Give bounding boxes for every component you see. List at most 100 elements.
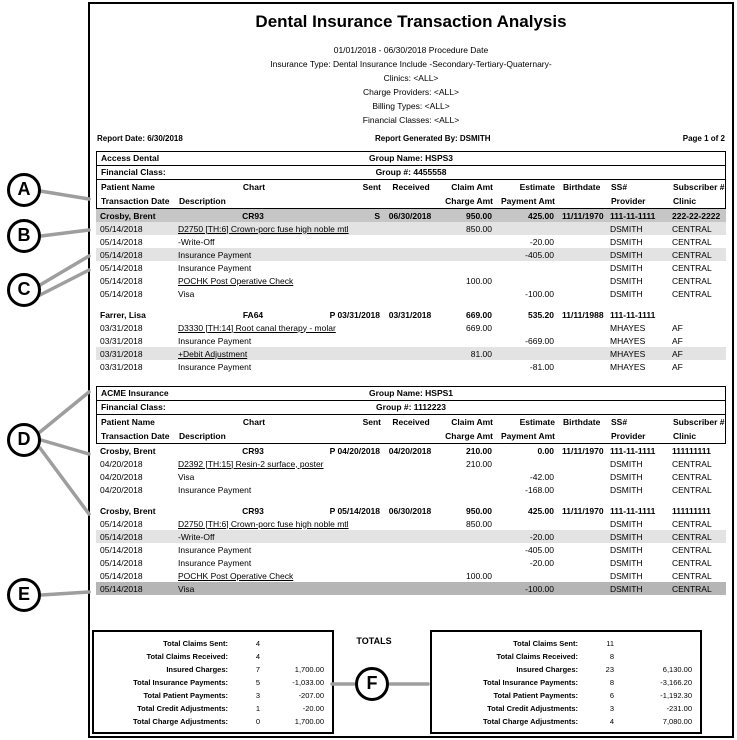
totals-row: Total Claims Sent: 11 [438, 637, 694, 650]
transaction-date: 05/14/2018 [100, 570, 143, 581]
totals-row: Total Claims Received: 4 [100, 650, 326, 663]
totals-row: Total Insurance Payments: 5 -1,033.00 [100, 676, 326, 689]
provider: DSMITH [610, 262, 643, 273]
ssn: 111-11-1111 [610, 210, 656, 221]
totals-label: Total Claims Sent: [513, 639, 578, 648]
totals-amount: -231.00 [666, 704, 692, 713]
charge-amount: 81.00 [470, 348, 492, 359]
totals-label: Total Charge Adjustments: [482, 717, 578, 726]
col-subheader-9: Clinic [673, 196, 697, 206]
birthdate: 11/11/1970 [562, 445, 604, 456]
totals-amount: -20.00 [302, 704, 324, 713]
totals-count: 0 [255, 717, 260, 726]
clinic: CENTRAL [672, 557, 712, 568]
column-header-row-2: Transaction Date Description Charge Amt Pay… [97, 429, 725, 443]
payment-amount: -42.00 [529, 471, 554, 482]
totals-label: Total Claims Received: [146, 652, 228, 661]
totals-count: 4 [255, 639, 260, 648]
parameter-clinics: Clinics: <ALL> [383, 73, 439, 83]
col-subheader-5: Charge Amt [445, 196, 493, 206]
transaction-row: 05/14/2018 -Write-Off -20.00 DSMITH CENTRAL [96, 235, 726, 248]
description: Insurance Payment [178, 557, 252, 568]
callout-d: D [7, 423, 41, 457]
ssn: 111-11-1111 [610, 505, 656, 516]
sent-status: P 03/31/2018 [329, 309, 380, 320]
sent-status: P 04/20/2018 [329, 445, 380, 456]
transaction-row: 03/31/2018 +Debit Adjustment 81.00 MHAYES AF [96, 347, 726, 360]
totals-label: Total Credit Adjustments: [137, 704, 228, 713]
transaction-row: 03/31/2018 D3330 [TH:14] Root canal thera… [96, 321, 726, 334]
col-subheader-2: Description [179, 431, 226, 441]
totals-count: 5 [255, 678, 260, 687]
column-header-row-1: Patient Name Chart Sent Received Claim Amt Es… [97, 180, 725, 194]
transaction-date: 04/20/2018 [100, 471, 143, 482]
col-header-9: Subscriber # [673, 182, 725, 192]
provider: DSMITH [610, 531, 643, 542]
transaction-date: 05/14/2018 [100, 544, 143, 555]
report-date: Report Date: 6/30/2018 [97, 134, 183, 143]
received-date: 06/30/2018 [388, 505, 432, 516]
col-header-6: Estimate [519, 182, 555, 192]
clinic: CENTRAL [672, 583, 712, 594]
col-header-6: Estimate [519, 417, 555, 427]
totals-row: Total Credit Adjustments: 1 -20.00 [100, 702, 326, 715]
provider: DSMITH [610, 223, 643, 234]
clinic: CENTRAL [672, 288, 712, 299]
transaction-row: 05/14/2018 POCHK Post Operative Check 100.… [96, 274, 726, 287]
transaction-date: 05/14/2018 [100, 249, 143, 260]
description: Insurance Payment [178, 262, 252, 273]
clinic: CENTRAL [672, 544, 712, 555]
col-header-3: Sent [362, 417, 381, 427]
totals-amount: 1,700.00 [294, 665, 324, 674]
col-subheader-8: Provider [611, 431, 646, 441]
totals-label: Total Insurance Payments: [133, 678, 228, 687]
estimate-amount: 535.20 [528, 309, 554, 320]
provider: DSMITH [610, 544, 643, 555]
col-subheader-6: Payment Amt [500, 431, 555, 441]
provider: MHAYES [610, 348, 646, 359]
col-header-2: Chart [242, 182, 266, 192]
provider: DSMITH [610, 471, 643, 482]
report-sections: Access Dental Group Name: HSPS3 Financial … [90, 151, 732, 595]
totals-row: Total Charge Adjustments: 4 7,080.00 [438, 715, 694, 728]
col-header-2: Chart [242, 417, 266, 427]
totals-row: Total Claims Received: 8 [438, 650, 694, 663]
payment-amount: -20.00 [529, 531, 554, 542]
page-number: Page 1 of 2 [682, 134, 725, 143]
transaction-row: 03/31/2018 Insurance Payment -669.00 MHAYES… [96, 334, 726, 347]
estimate-amount: 425.00 [528, 505, 554, 516]
section-header: ACME Insurance Group Name: HSPS1 Financial… [96, 386, 726, 444]
clinic: CENTRAL [672, 249, 712, 260]
chart-number: CR93 [242, 210, 264, 221]
connector-b [39, 228, 91, 238]
totals-label: Total Charge Adjustments: [132, 717, 228, 726]
claim-amount: 669.00 [466, 309, 492, 320]
col-header-1: Patient Name [101, 417, 155, 427]
transaction-date: 03/31/2018 [100, 348, 143, 359]
callout-c: C [7, 273, 41, 307]
description: D3330 [TH:14] Root canal therapy - molar [178, 322, 336, 333]
clinic: CENTRAL [672, 471, 712, 482]
parameter-billing-types: Billing Types: <ALL> [372, 101, 450, 111]
charge-amount: 850.00 [466, 518, 492, 529]
callout-b: B [7, 219, 41, 253]
totals-row: Total Claims Sent: 4 [100, 637, 326, 650]
totals-label: Total Patient Payments: [143, 691, 228, 700]
connector-c1 [38, 254, 91, 287]
connector-e [39, 590, 91, 597]
patient-row: Crosby, Brent CR93 S 06/30/2018 950.00 425.00… [96, 209, 726, 222]
provider: DSMITH [610, 458, 643, 469]
col-header-5: Claim Amt [451, 417, 493, 427]
totals-label: Total Claims Received: [496, 652, 578, 661]
totals-count: 4 [255, 652, 260, 661]
clinic: CENTRAL [672, 570, 712, 581]
description: POCHK Post Operative Check [178, 275, 294, 286]
transaction-date: 04/20/2018 [100, 458, 143, 469]
payment-amount: -100.00 [525, 583, 554, 594]
description: D2750 [TH:6] Crown-porc fuse high noble … [178, 518, 349, 529]
charge-amount: 100.00 [466, 570, 492, 581]
report-title: Dental Insurance Transaction Analysis [255, 12, 567, 31]
payment-amount: -81.00 [529, 361, 554, 372]
totals-amount: 6,130.00 [662, 665, 692, 674]
provider: DSMITH [610, 288, 643, 299]
